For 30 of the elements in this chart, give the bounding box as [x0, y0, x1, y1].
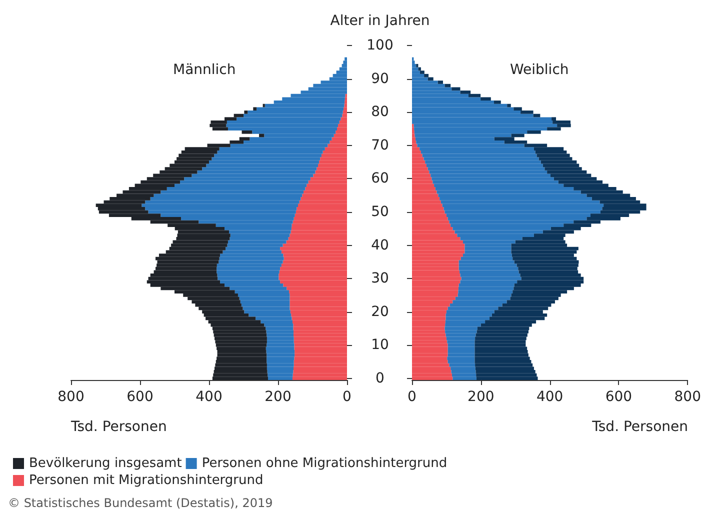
x-tick-label: 0 [342, 389, 352, 405]
y-tick-label: 30 [371, 270, 389, 287]
legend-label: Personen ohne Migrationshintergrund [202, 456, 448, 471]
x-tick-label: 0 [408, 389, 416, 405]
y-tick-label: 100 [366, 38, 394, 54]
y-axis-title: Alter in Jahren [330, 13, 430, 29]
x-tick-label: 800 [58, 389, 84, 405]
y-tick-label: 90 [371, 70, 389, 87]
legend-label: Bevölkerung insgesamt [29, 456, 182, 471]
x-tick-label: 600 [126, 389, 154, 405]
y-tick-label: 60 [371, 170, 389, 187]
x-axis-title: Tsd. Personen [70, 419, 167, 435]
x-tick-label: 200 [468, 389, 494, 405]
y-tick-label: 40 [371, 237, 389, 254]
text: Weiblich [510, 62, 569, 78]
y-tick-label: 0 [376, 370, 384, 386]
y-tick-label: 20 [371, 304, 389, 320]
x-tick-label: 600 [605, 389, 632, 405]
x-tick-label: 800 [674, 389, 702, 405]
x-tick-label: 200 [264, 389, 292, 405]
y-tick-label: 70 [371, 137, 389, 154]
y-tick-label: 80 [371, 104, 389, 120]
legend-label: Personen mit Migrationshintergrund [29, 473, 264, 488]
x-tick-label: 400 [196, 389, 222, 405]
x-tick-label: 400 [536, 389, 564, 405]
text: Männlich [173, 62, 236, 78]
y-tick-label: 50 [371, 204, 389, 220]
y-tick-label: 10 [371, 337, 389, 354]
text: © Statistisches Bundesamt (Destatis), 2019 [8, 496, 273, 510]
x-axis-title: Tsd. Personen [591, 419, 688, 435]
